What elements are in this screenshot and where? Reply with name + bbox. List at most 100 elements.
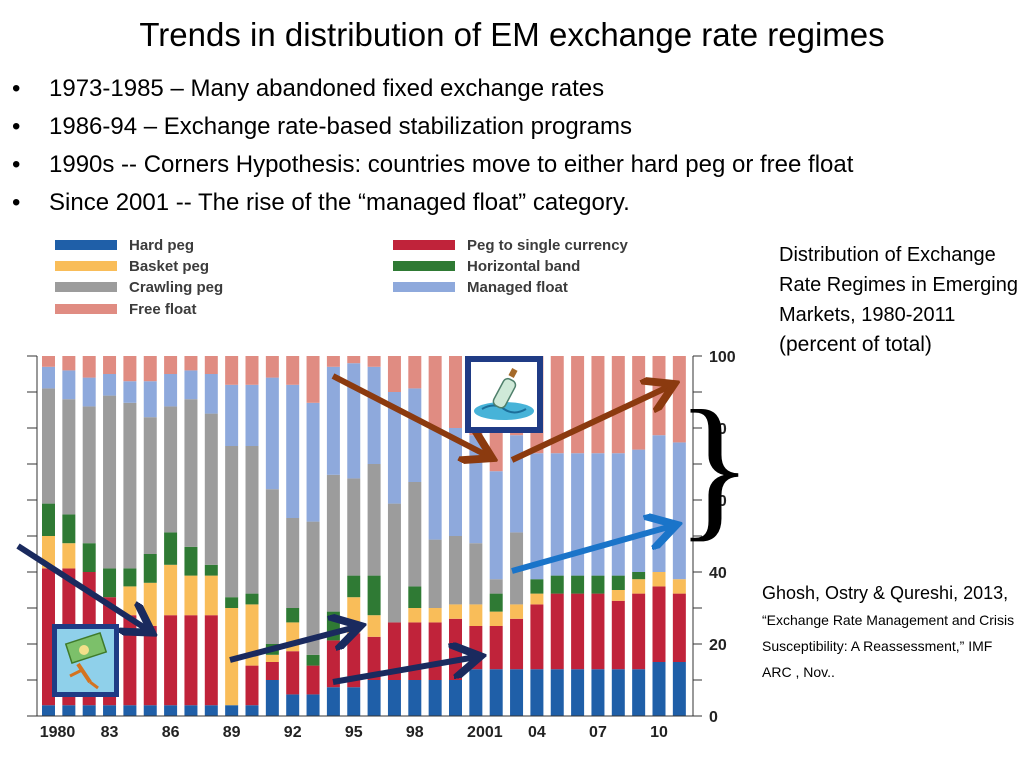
bar-segment-1994-s0 [326,687,340,716]
arrow-navy-mid-icon [229,627,356,663]
bar-segment-1989-s3 [225,597,239,608]
bar-segment-2006-s1 [571,593,585,670]
legend-label-4: Crawling peg [129,279,223,296]
bar-segment-1996-s4 [367,464,381,576]
bar-segment-1988-s2 [204,575,218,616]
bar-segment-1999-s0 [428,680,442,716]
bar-segment-2007-s5 [591,453,605,576]
legend-label-5: Managed float [467,279,568,296]
bar-segment-2002-s4 [489,579,503,594]
bar-segment-1984-s6 [123,356,137,382]
bar-segment-1983-s4 [103,395,117,569]
bar-segment-1980-s3 [42,503,55,536]
bar-segment-2005-s6 [550,356,564,454]
bar-segment-1981-s2 [62,543,76,569]
legend-swatch-2 [55,261,117,271]
bar-segment-1998-s5 [408,388,422,482]
bar-segment-1997-s5 [387,392,401,504]
bar-segment-2009-s3 [632,572,646,580]
bar-segment-1993-s5 [306,402,320,522]
bar-segment-1988-s0 [204,705,218,716]
bar-segment-2000-s0 [449,680,462,716]
bar-segment-1984-s5 [123,381,137,403]
x-tick-label-07: 07 [589,724,607,741]
y-tick-label-0: 0 [709,709,718,726]
bar-segment-1988-s1 [204,615,218,706]
bar-segment-2003-s1 [510,618,524,670]
bar-segment-1982-s5 [82,377,96,407]
bar-segment-1983-s6 [103,356,117,374]
bar-segment-1986-s1 [164,615,178,706]
bar-segment-1981-s5 [62,370,76,400]
bar-segment-2009-s5 [632,449,646,572]
x-tick-label-1980: 1980 [40,724,76,741]
legend-label-6: Free float [129,301,197,318]
bar-segment-1989-s4 [225,446,239,598]
bar-segment-1988-s5 [204,374,218,414]
bar-segment-1994-s1 [326,640,340,688]
bar-segment-2011-s0 [672,662,686,716]
bar-segment-2008-s1 [611,600,625,670]
bar-segment-1999-s5 [428,428,442,540]
bar-segment-2002-s1 [489,626,503,670]
bar-segment-2005-s3 [550,575,564,594]
x-tick-label-95: 95 [345,724,363,741]
bar-segment-2002-s3 [489,593,503,612]
caption-title: Distribution of Exchange Rate Regimes in… [779,244,1018,326]
bar-segment-1984-s2 [123,586,137,616]
chart-caption: Distribution of Exchange Rate Regimes in… [779,240,1019,360]
bar-segment-1985-s3 [143,554,157,583]
bar-segment-1980-s0 [42,705,55,716]
bar-segment-1987-s0 [184,705,198,716]
bar-segment-2004-s2 [530,593,544,605]
chart-axes: 0 20 40 60 80 100 1980 83 86 89 92 95 98 2001 04 07 10 [27,349,736,741]
bar-segment-1996-s1 [367,636,381,680]
bar-segment-2010-s2 [652,572,666,587]
bar-segment-1992-s0 [286,694,300,716]
bar-segment-1991-s2 [265,654,279,662]
bar-segment-1999-s4 [428,539,442,608]
citation-authors: Ghosh, Ostry & Qureshi, 2013, [762,583,1009,603]
y-tick-label-100: 100 [709,349,736,366]
bar-segment-2000-s2 [449,604,462,619]
bar-segment-1984-s4 [123,402,137,569]
bar-segment-2000-s4 [449,536,462,605]
bar-segment-1996-s3 [367,575,381,616]
bar-segment-1993-s0 [306,694,320,716]
bar-segment-1992-s3 [286,608,300,623]
bar-segment-2008-s6 [611,356,625,454]
bar-segment-1995-s5 [347,363,361,479]
bar-segment-1999-s1 [428,622,442,680]
x-tick-label-83: 83 [101,724,119,741]
bar-segment-1995-s0 [347,687,361,716]
y-tick-label-80: 80 [709,421,727,438]
bar-segment-1996-s2 [367,615,381,637]
bar-segment-1991-s1 [265,662,279,680]
legend-swatch-1 [393,240,455,250]
bullet-item: 1986-94 – Exchange rate-based stabilizat… [12,108,853,146]
bar-segment-1987-s4 [184,399,198,547]
legend-swatch-6 [55,304,117,314]
bar-segment-1986-s0 [164,705,178,716]
bar-segment-1997-s4 [387,503,401,623]
bar-segment-1998-s0 [408,680,422,716]
bar-segment-1991-s0 [265,680,279,716]
y-tick-label-40: 40 [709,565,727,582]
bar-segment-1993-s1 [306,665,320,695]
arrow-brown-up-icon [510,386,670,463]
bar-segment-1980-s5 [42,366,55,389]
bar-segment-2006-s5 [571,453,585,576]
bar-segment-2008-s3 [611,575,625,590]
bar-segment-1995-s6 [347,356,361,364]
bullet-item: 1973-1985 – Many abandoned fixed exchang… [12,70,853,108]
bar-segment-1984-s3 [123,568,137,587]
bar-segment-2010-s0 [652,662,666,716]
bar-segment-2001-s1 [469,626,483,670]
bar-segment-2001-s2 [469,604,483,626]
bar-segment-1987-s2 [184,575,198,616]
bar-segment-1996-s6 [367,356,381,367]
bar-segment-1982-s4 [82,406,96,544]
bar-segment-1981-s6 [62,356,76,371]
bar-segment-1995-s3 [347,575,361,598]
legend-label-1: Peg to single currency [467,237,629,254]
